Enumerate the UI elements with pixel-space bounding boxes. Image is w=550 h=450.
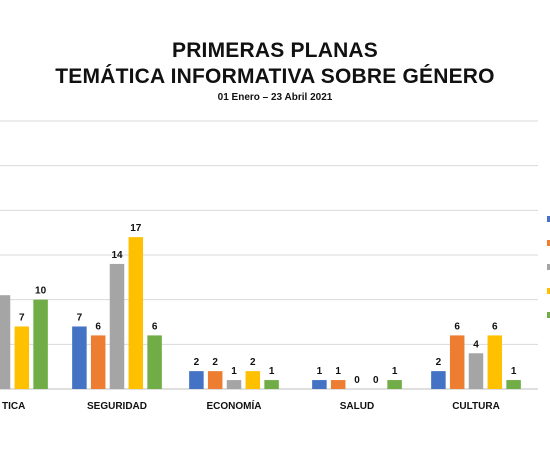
bar bbox=[330, 380, 346, 389]
data-label: 6 bbox=[454, 321, 460, 332]
data-label: 4 bbox=[473, 339, 479, 350]
bar bbox=[387, 380, 402, 389]
category-label: CULTURA bbox=[452, 401, 500, 412]
bar bbox=[468, 353, 484, 389]
data-label: 6 bbox=[152, 321, 158, 332]
legend-swatch bbox=[547, 264, 550, 270]
data-label: 6 bbox=[95, 321, 101, 332]
category-label: ECONOMÍA bbox=[207, 399, 262, 412]
data-label: 1 bbox=[392, 366, 398, 377]
data-label: 2 bbox=[436, 357, 442, 368]
legend-swatch bbox=[547, 240, 550, 246]
bar bbox=[0, 295, 11, 389]
data-label: 2 bbox=[194, 357, 200, 368]
category-label: TICA bbox=[2, 401, 25, 412]
chart-title-block: PRIMERAS PLANAS TEMÁTICA INFORMATIVA SOB… bbox=[0, 38, 550, 105]
bar bbox=[147, 335, 162, 389]
bar bbox=[109, 263, 125, 389]
chart-title-line-2: TEMÁTICA INFORMATIVA SOBRE GÉNERO bbox=[55, 65, 495, 88]
bar bbox=[14, 326, 30, 389]
bar bbox=[226, 380, 242, 389]
data-label: 0 bbox=[354, 375, 360, 386]
bar bbox=[128, 237, 144, 389]
bar bbox=[33, 299, 48, 389]
bar bbox=[312, 380, 327, 389]
data-label: 1 bbox=[335, 366, 341, 377]
data-label: 1 bbox=[317, 366, 323, 377]
data-label: 1 bbox=[269, 366, 275, 377]
data-label: 10 bbox=[35, 286, 47, 297]
chart-title-line-1: PRIMERAS PLANAS bbox=[171, 39, 379, 62]
legend-swatch bbox=[547, 312, 550, 318]
data-label: 1 bbox=[511, 366, 517, 377]
data-label: 2 bbox=[212, 357, 218, 368]
bar bbox=[449, 335, 465, 389]
chart-subtitle: 01 Enero – 23 Abril 2021 bbox=[217, 92, 333, 103]
bar bbox=[72, 326, 87, 389]
bar bbox=[264, 380, 279, 389]
data-label: 2 bbox=[250, 357, 256, 368]
data-label: 6 bbox=[492, 321, 498, 332]
data-label: 0 bbox=[373, 375, 379, 386]
legend-swatch bbox=[547, 216, 550, 222]
data-label: 7 bbox=[77, 312, 83, 323]
bar bbox=[487, 335, 503, 389]
data-label: 14 bbox=[111, 250, 123, 261]
bar bbox=[189, 371, 204, 389]
bar bbox=[431, 371, 446, 389]
bar bbox=[207, 371, 223, 389]
bar bbox=[90, 335, 106, 389]
bar bbox=[245, 371, 261, 389]
legend-swatch bbox=[547, 288, 550, 294]
data-label: 1 bbox=[231, 366, 237, 377]
data-label: 7 bbox=[19, 312, 25, 323]
category-label: SEGURIDAD bbox=[87, 401, 147, 412]
data-label: 17 bbox=[130, 223, 142, 234]
bar bbox=[506, 380, 521, 389]
category-label: SALUD bbox=[340, 401, 374, 412]
